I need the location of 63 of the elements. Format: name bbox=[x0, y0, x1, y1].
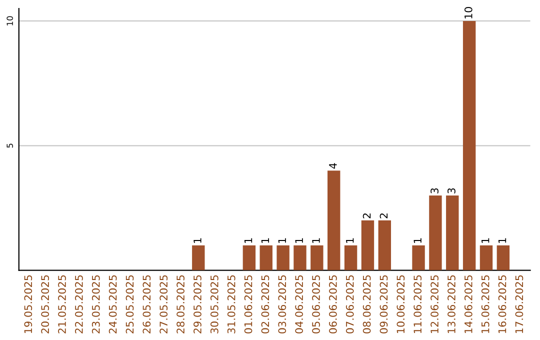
data-label: 1 bbox=[414, 238, 422, 243]
data-label: 2 bbox=[380, 213, 388, 218]
x-tick-label: 09.06.2025 bbox=[380, 275, 388, 334]
bar bbox=[462, 20, 476, 270]
bar bbox=[361, 220, 374, 270]
data-label: 1 bbox=[312, 238, 320, 243]
x-tick-label: 26.05.2025 bbox=[142, 275, 151, 334]
x-tick-label: 20.05.2025 bbox=[41, 275, 50, 334]
x-tick-label: 21.05.2025 bbox=[58, 275, 66, 334]
x-tick-label: 24.05.2025 bbox=[108, 275, 117, 334]
x-tick-label: 13.06.2025 bbox=[448, 275, 456, 333]
data-label: 1 bbox=[498, 238, 506, 243]
bar bbox=[242, 245, 256, 270]
x-tick-label: 28.05.2025 bbox=[176, 275, 184, 334]
bar bbox=[496, 245, 510, 270]
x-tick-label: 15.06.2025 bbox=[481, 275, 490, 333]
bar bbox=[378, 220, 392, 270]
data-label: 4 bbox=[329, 163, 337, 169]
data-label: 1 bbox=[346, 238, 354, 243]
x-tick-label: 27.05.2025 bbox=[160, 275, 168, 334]
x-tick-label: 23.05.2025 bbox=[92, 275, 100, 334]
data-label: 1 bbox=[244, 238, 252, 243]
x-tick-label: 06.06.2025 bbox=[329, 275, 337, 334]
x-tick-label: 03.06.2025 bbox=[278, 275, 286, 334]
bar bbox=[429, 196, 442, 270]
data-label: 1 bbox=[482, 238, 490, 243]
x-tick-label: 19.05.2025 bbox=[24, 275, 32, 333]
data-label: 1 bbox=[278, 238, 286, 243]
x-tick-label: 29.05.2025 bbox=[194, 275, 202, 334]
data-label: 10 bbox=[464, 7, 472, 18]
x-tick-label: 12.06.2025 bbox=[430, 275, 438, 333]
bar bbox=[276, 245, 290, 270]
y-tick-label: 5 bbox=[6, 144, 13, 148]
bar bbox=[328, 170, 340, 270]
x-tick-label: 14.06.2025 bbox=[464, 275, 472, 333]
data-label: 2 bbox=[362, 213, 371, 218]
bar bbox=[310, 245, 324, 270]
bar bbox=[344, 245, 358, 270]
data-label: 1 bbox=[295, 238, 303, 243]
bar bbox=[446, 196, 459, 270]
x-tick-label: 04.06.2025 bbox=[295, 275, 304, 334]
bar bbox=[294, 245, 306, 270]
x-tick-label: 08.06.2025 bbox=[362, 275, 371, 334]
data-label: 1 bbox=[261, 238, 269, 243]
bar bbox=[192, 245, 205, 270]
bar bbox=[412, 245, 425, 270]
x-tick-label: 01.06.2025 bbox=[244, 275, 252, 334]
x-tick-label: 30.05.2025 bbox=[210, 275, 218, 334]
x-tick-label: 31.05.2025 bbox=[227, 275, 236, 334]
x-tick-label: 25.05.2025 bbox=[126, 275, 134, 334]
x-tick-label: 16.06.2025 bbox=[498, 275, 506, 333]
x-tick-label: 17.06.2025 bbox=[515, 275, 524, 333]
bar bbox=[260, 245, 272, 270]
x-tick-label: 05.06.2025 bbox=[312, 275, 320, 334]
x-tick-label: 02.06.2025 bbox=[261, 275, 270, 334]
data-label: 3 bbox=[430, 188, 438, 194]
data-label: 3 bbox=[448, 188, 456, 194]
bar bbox=[480, 245, 493, 270]
x-tick-label: 22.05.2025 bbox=[75, 275, 83, 334]
x-tick-label: 07.06.2025 bbox=[346, 275, 354, 334]
x-tick-label: 10.06.2025 bbox=[396, 275, 405, 333]
x-tick-label: 11.06.2025 bbox=[414, 275, 422, 333]
data-label: 1 bbox=[194, 238, 202, 243]
